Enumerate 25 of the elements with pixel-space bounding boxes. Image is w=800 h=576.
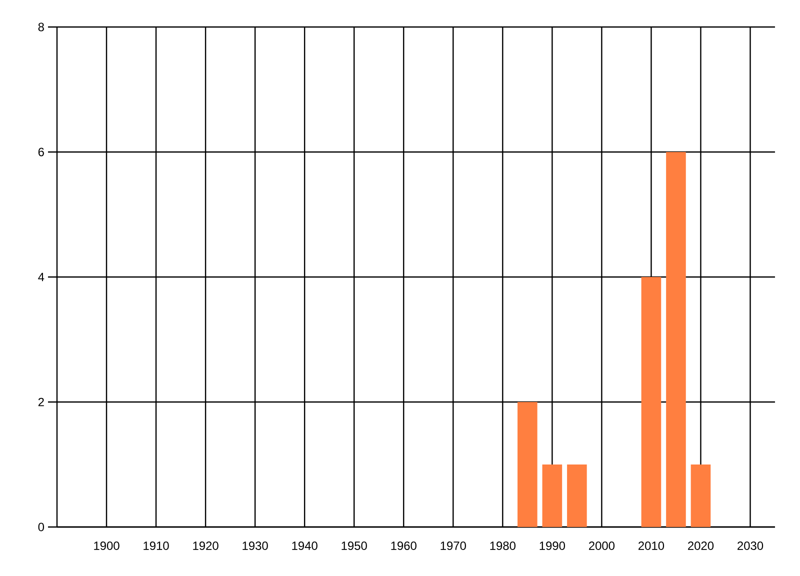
y-tick-label: 8	[38, 22, 44, 32]
x-tick-label: 1940	[292, 542, 318, 550]
x-tick-label: 1930	[242, 542, 268, 550]
y-tick-label: 2	[38, 398, 44, 406]
bar	[690, 464, 711, 527]
x-tick-label: 1920	[193, 542, 218, 550]
x-tick-label: 2000	[588, 542, 615, 550]
bar	[641, 277, 662, 527]
x-tick-label: 2030	[738, 542, 764, 550]
x-tick-label: 1980	[490, 542, 516, 550]
bar	[542, 464, 562, 527]
x-tick-label: 1970	[440, 542, 466, 550]
x-tick-label: 2010	[638, 542, 664, 550]
x-tick-label: 2020	[688, 542, 714, 550]
y-tick-label: 6	[38, 148, 44, 156]
bar	[518, 402, 538, 527]
x-tick-label: 1960	[391, 542, 416, 550]
x-tick-label: 1900	[94, 542, 120, 550]
y-tick-label: 0	[38, 522, 44, 532]
x-tick-label: 1990	[540, 542, 566, 550]
x-tick-label: 1910	[144, 542, 169, 550]
bar	[567, 464, 587, 527]
x-tick-label: 1950	[342, 542, 367, 550]
bar	[666, 152, 686, 527]
y-tick-label: 4	[38, 272, 44, 282]
